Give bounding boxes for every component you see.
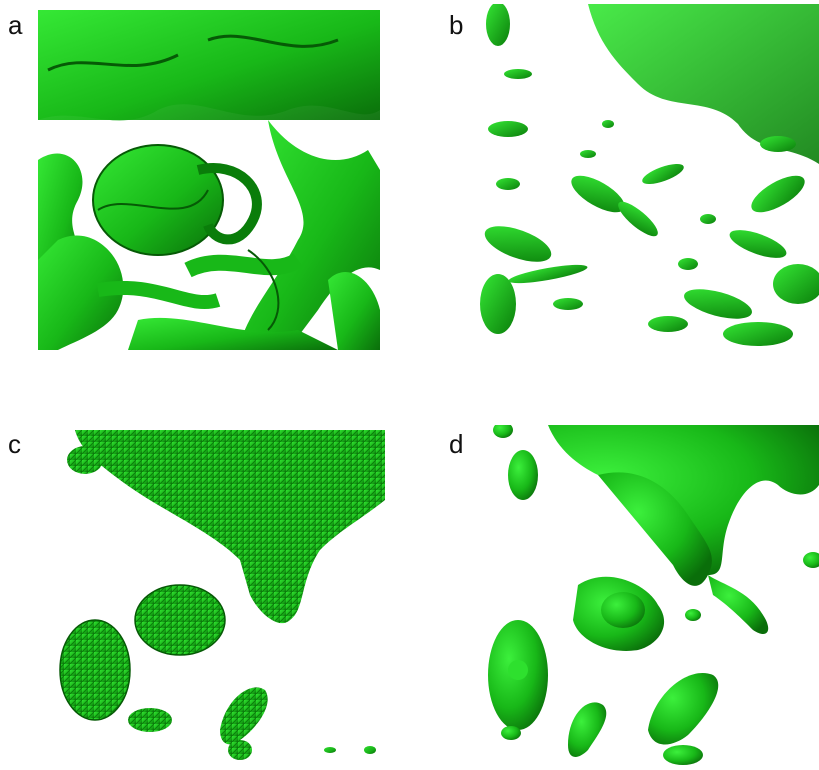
panel-d-image — [488, 425, 819, 765]
panel-label-d: d — [449, 429, 464, 459]
panel-b-vortex-render — [478, 4, 819, 349]
panel-c-vortex-render — [40, 430, 385, 760]
panel-label-a: a — [8, 10, 23, 40]
panel-b-image — [480, 4, 819, 346]
panel-c-image — [59, 430, 385, 760]
panel-label-c: c — [8, 429, 21, 459]
panel-d-vortex-render — [488, 425, 819, 770]
panel-a-vortex-render — [38, 10, 380, 350]
panel-a-image — [38, 10, 380, 350]
panel-label-b: b — [449, 10, 464, 40]
